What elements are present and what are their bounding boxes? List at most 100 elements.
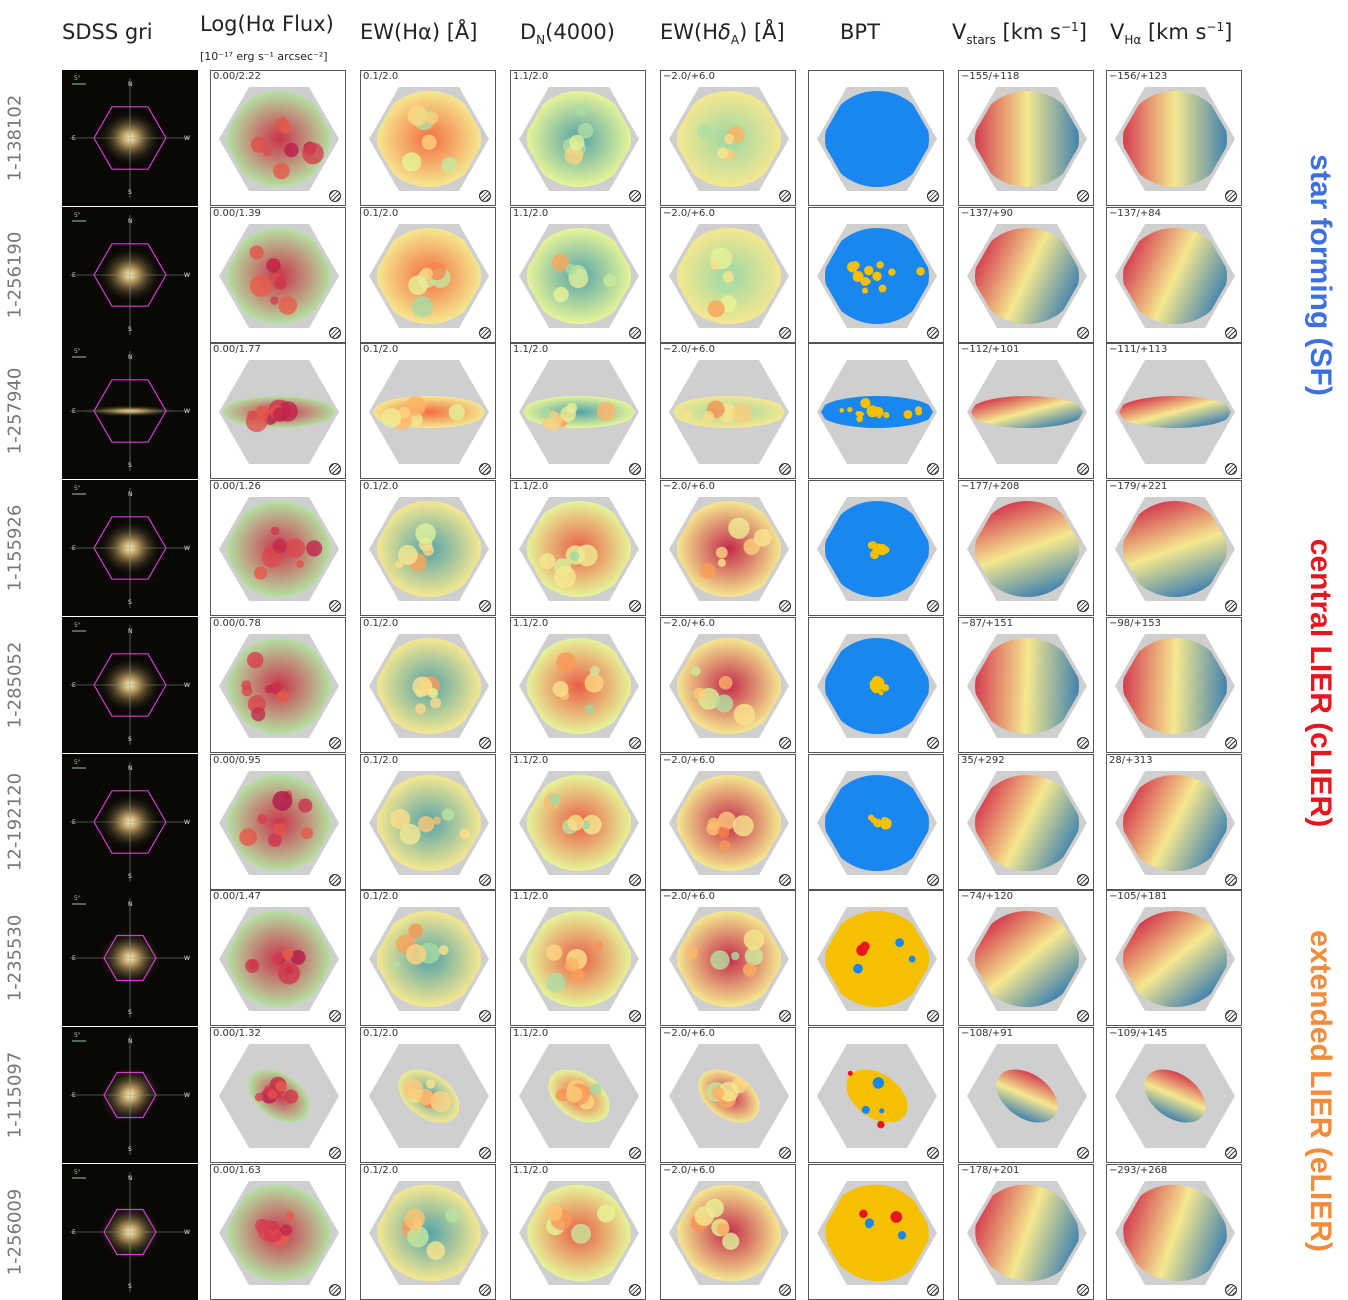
beam-icon	[927, 600, 939, 613]
row-id: 1-256009	[4, 1188, 26, 1275]
map-bpt	[817, 360, 937, 465]
beam-icon	[1225, 873, 1237, 886]
beam-icon	[1225, 600, 1237, 613]
sdss-svg: N S E W 5"	[70, 212, 190, 335]
compass-e: E	[72, 272, 76, 279]
map-panel-bpt	[808, 1026, 944, 1163]
beam-icon	[329, 873, 341, 886]
beam-icon	[779, 1283, 791, 1296]
header-bpt: BPT	[840, 20, 880, 44]
sdss-image: N S E W 5"	[62, 890, 198, 1027]
map-panel-dn4000: 1.1/2.0	[510, 206, 646, 343]
compass-e: E	[72, 1229, 76, 1236]
beam-icon	[329, 736, 341, 749]
scale-label: 5"	[74, 75, 81, 82]
map-panel-ewhd: −2.0/+6.0	[660, 343, 796, 480]
sdss-svg: N S E W 5"	[70, 895, 190, 1019]
range-label: 0.1/2.0	[363, 1027, 399, 1040]
map-vstars	[967, 1180, 1087, 1285]
map-panel-flux: 0.00/1.77	[210, 343, 346, 480]
map-flux	[219, 1043, 339, 1148]
map-bpt	[817, 1043, 937, 1148]
map-ewhd	[669, 223, 789, 328]
map-dn4000	[519, 633, 639, 738]
map-ewhd	[669, 360, 789, 465]
beam-icon	[329, 190, 341, 202]
row-label: 1-285052	[0, 617, 30, 753]
range-label: 0.1/2.0	[363, 1164, 399, 1177]
range-label: 1.1/2.0	[513, 617, 549, 630]
beam-icon	[927, 873, 939, 886]
range-label: −137/+84	[1109, 207, 1161, 220]
row-id: 12-192120	[4, 772, 26, 871]
row-id: 1-235530	[4, 914, 26, 1002]
sdss-svg: N S E W 5"	[70, 75, 190, 198]
map-panel-vha: −179/+221	[1106, 480, 1242, 617]
beam-icon	[479, 1010, 491, 1023]
range-label: −178/+201	[961, 1164, 1020, 1177]
map-ewha	[369, 223, 489, 328]
compass-e: E	[72, 408, 76, 415]
range-label: −2.0/+6.0	[663, 891, 715, 904]
map-dn4000	[519, 360, 639, 465]
map-vha	[1115, 770, 1235, 875]
map-panel-ewhd: −2.0/+6.0	[660, 616, 796, 753]
category-sf: star forming (SF)	[1300, 70, 1340, 480]
range-label: −155/+118	[961, 71, 1020, 83]
map-panel-ewhd: −2.0/+6.0	[660, 480, 796, 617]
map-panel-dn4000: 1.1/2.0	[510, 343, 646, 480]
range-label: 1.1/2.0	[513, 1164, 549, 1177]
map-panel-flux: 0.00/1.47	[210, 890, 346, 1027]
map-panel-bpt	[808, 70, 944, 206]
compass-n: N	[128, 81, 133, 88]
beam-icon	[1225, 736, 1237, 749]
range-label: 0.1/2.0	[363, 481, 399, 494]
compass-e: E	[72, 545, 76, 552]
map-dn4000	[519, 223, 639, 328]
beam-icon	[1077, 1010, 1089, 1023]
header-ewha: EW(Hα) [Å]	[360, 20, 478, 44]
map-panel-bpt	[808, 753, 944, 890]
map-panel-bpt	[808, 890, 944, 1027]
range-label: −2.0/+6.0	[663, 71, 715, 83]
beam-icon	[1077, 463, 1089, 476]
beam-icon	[479, 600, 491, 613]
map-panel-ewha: 0.1/2.0	[360, 1163, 496, 1300]
map-panel-vstars: −74/+120	[958, 890, 1094, 1027]
compass-w: W	[184, 955, 190, 962]
map-ewhd	[669, 907, 789, 1012]
beam-icon	[629, 873, 641, 886]
header-dn4000: DN(4000)	[520, 20, 615, 48]
range-label: 0.1/2.0	[363, 207, 399, 220]
range-label: −2.0/+6.0	[663, 481, 715, 494]
map-panel-bpt	[808, 616, 944, 753]
compass-w: W	[184, 1092, 190, 1099]
scale-label: 5"	[74, 1032, 81, 1039]
map-panel-flux: 0.00/0.95	[210, 753, 346, 890]
beam-icon	[629, 736, 641, 749]
map-panel-vha: −98/+153	[1106, 616, 1242, 753]
map-panel-bpt	[808, 343, 944, 480]
map-panel-ewha: 0.1/2.0	[360, 890, 496, 1027]
map-panel-ewhd: −2.0/+6.0	[660, 753, 796, 890]
map-panel-vstars: −137/+90	[958, 206, 1094, 343]
map-bpt	[817, 497, 937, 602]
sdss-image: N S E W 5"	[62, 206, 198, 343]
compass-s: S	[128, 189, 132, 196]
map-vstars	[967, 1043, 1087, 1148]
range-label: 1.1/2.0	[513, 1027, 549, 1040]
map-panel-vstars: −112/+101	[958, 343, 1094, 480]
map-panel-vstars: −155/+118	[958, 70, 1094, 206]
map-bpt	[817, 1180, 937, 1285]
range-label: 1.1/2.0	[513, 891, 549, 904]
range-label: 0.1/2.0	[363, 754, 399, 767]
sdss-image: N S E W 5"	[62, 343, 198, 480]
beam-icon	[779, 600, 791, 613]
beam-icon	[1077, 1283, 1089, 1296]
map-bpt	[817, 907, 937, 1012]
compass-e: E	[72, 1092, 76, 1099]
header-vha: VHα [km s−1]	[1110, 20, 1233, 48]
compass-s: S	[128, 1009, 132, 1016]
map-panel-vstars: −87/+151	[958, 616, 1094, 753]
row-label: 1-138102	[0, 70, 30, 206]
